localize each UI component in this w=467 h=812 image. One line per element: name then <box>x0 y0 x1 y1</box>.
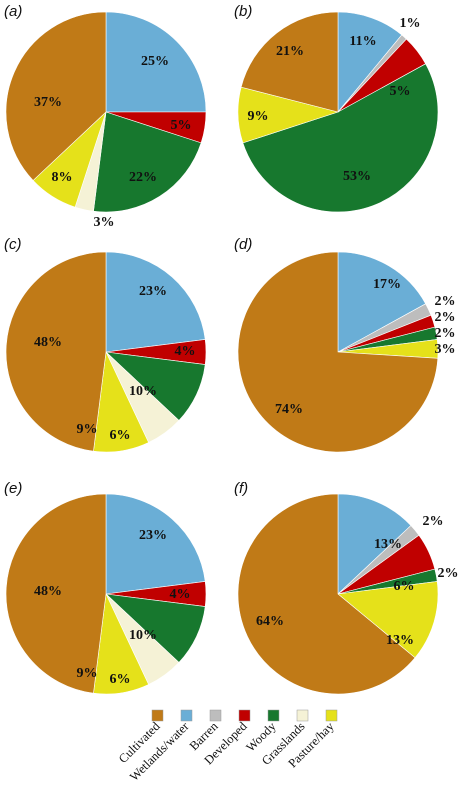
panel-label: (e) <box>4 480 22 497</box>
pie-5: 23% 4% 10% 6% 9% 48% (e) <box>4 480 207 695</box>
slice-label: 2% <box>435 326 456 341</box>
slice-label: 2% <box>438 566 459 581</box>
slice-label: 48% <box>34 584 62 599</box>
panel-label: (b) <box>234 3 252 20</box>
slice-label: 48% <box>34 335 62 350</box>
pie-1: 25% 5% 22% 3% 8% 37% (a) <box>4 3 207 230</box>
slice-label: 6% <box>110 672 131 687</box>
legend-swatch-developed <box>238 709 251 722</box>
panel-label: (d) <box>234 236 252 253</box>
slice-label: 2% <box>423 514 444 529</box>
pie-slice-wetlands-water <box>105 251 206 353</box>
legend-swatch-barren <box>209 709 222 722</box>
slice-label: 4% <box>175 344 196 359</box>
slice-label: 11% <box>349 34 376 49</box>
slice-label: 4% <box>170 587 191 602</box>
slice-label: 13% <box>374 537 402 552</box>
slice-label: 53% <box>343 169 371 184</box>
slice-label: 9% <box>77 666 98 681</box>
slice-label: 13% <box>386 633 414 648</box>
slice-label: 21% <box>276 44 304 59</box>
pie-slice-wetlands-water <box>337 11 403 113</box>
legend-swatch-pasture-hay <box>325 709 338 722</box>
slice-label: 23% <box>139 528 167 543</box>
pie-slice-cultivated <box>5 11 107 181</box>
slice-label: 3% <box>435 342 456 357</box>
pie-slice-wetlands-water <box>105 493 206 595</box>
pie-slice-cultivated <box>237 251 439 453</box>
legend-swatch-woody <box>267 709 280 722</box>
slice-label: 64% <box>256 614 284 629</box>
slice-label: 3% <box>94 215 115 230</box>
slice-label: 5% <box>171 118 192 133</box>
pie-slice-pasture-hay <box>337 581 439 659</box>
legend: CultivatedWetlands/waterBarrenDevelopedW… <box>116 709 338 784</box>
slice-label: 9% <box>248 109 269 124</box>
pie-slice-woody <box>242 63 439 213</box>
slice-label: 2% <box>435 310 456 325</box>
slice-label: 10% <box>129 384 157 399</box>
pie-slice-cultivated <box>5 251 107 452</box>
pie-slice-cultivated <box>237 493 416 695</box>
pie-slice-cultivated <box>5 493 107 694</box>
panel-label: (f) <box>234 480 248 497</box>
pie-3: 23% 4% 10% 6% 9% 48% (c) <box>4 236 207 453</box>
pie-slice-wetlands-water <box>337 493 412 595</box>
slice-label: 37% <box>34 95 62 110</box>
pie-4: 17%2%2%2%3%74%(d) <box>234 236 456 453</box>
slice-label: 1% <box>400 16 421 31</box>
slice-label: 6% <box>394 579 415 594</box>
slice-label: 2% <box>435 294 456 309</box>
pie-6: 13% 2% 6% 2% 13% 64% (f) <box>234 480 459 695</box>
slice-label: 23% <box>139 284 167 299</box>
slice-label: 74% <box>275 402 303 417</box>
legend-swatch-wetlands-water <box>180 709 193 722</box>
panel-label: (c) <box>4 236 22 253</box>
pie-slice-wetlands-water <box>105 11 207 113</box>
slice-label: 22% <box>129 170 157 185</box>
slice-label: 10% <box>129 628 157 643</box>
pie-slice-woody <box>93 111 202 213</box>
slice-label: 8% <box>52 170 73 185</box>
slice-label: 6% <box>110 428 131 443</box>
slice-label: 9% <box>77 422 98 437</box>
legend-swatch-cultivated <box>151 709 164 722</box>
slice-label: 5% <box>390 84 411 99</box>
slice-label: 25% <box>141 54 169 69</box>
legend-swatch-grasslands <box>296 709 309 722</box>
slice-label: 17% <box>373 277 401 292</box>
pie-slice-cultivated <box>240 11 339 113</box>
pie-2: 11% 1% 5% 53% 9% 21% (b) <box>234 3 439 213</box>
panel-label: (a) <box>4 3 22 20</box>
pie-slice-wetlands-water <box>337 251 427 353</box>
